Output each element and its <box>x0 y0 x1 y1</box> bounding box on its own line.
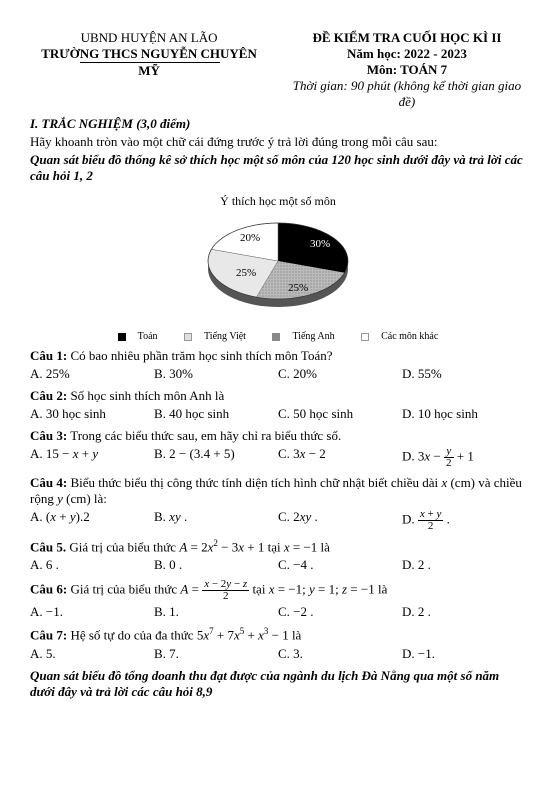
school-year: Năm học: 2022 - 2023 <box>288 46 526 62</box>
duration: Thời gian: 90 phút (không kể thời gian g… <box>288 78 526 110</box>
section-1-title: I. TRẮC NGHIỆM (3,0 điểm) <box>30 116 526 132</box>
option: C. −2 . <box>278 604 402 620</box>
question-head: Câu 4: Biểu thức biểu thị công thức tính… <box>30 475 526 507</box>
questions-list: Câu 1: Có bao nhiêu phần trăm học sinh t… <box>30 348 526 662</box>
question-head: Câu 5. Giá trị của biểu thức A = 2x2 − 3… <box>30 538 526 555</box>
options-row: A. 6 .B. 0 .C. −4 .D. 2 . <box>30 557 526 573</box>
question-head: Câu 2: Số học sinh thích môn Anh là <box>30 388 526 404</box>
legend-item: Tiếng Việt <box>178 331 252 342</box>
question-head: Câu 7: Hệ số tự do của đa thức 5x7 + 7x5… <box>30 626 526 643</box>
option: A. −1. <box>30 604 154 620</box>
legend-item: Toán <box>112 331 164 342</box>
options-row: A. 5.B. 7.C. 3.D. −1. <box>30 646 526 662</box>
option: B. 1. <box>154 604 278 620</box>
exam-title: ĐỀ KIỂM TRA CUỐI HỌC KÌ II <box>288 30 526 46</box>
options-row: A. 15 − x + yB. 2 − (3.4 + 5)C. 3x − 2D.… <box>30 446 526 469</box>
header-left: UBND HUYỆN AN LÃO TRƯỜNG THCS NGUYỄN CHU… <box>30 30 268 110</box>
chart-title: Ý thích học một số môn <box>30 194 526 209</box>
option: A. 6 . <box>30 557 154 573</box>
option: D. 10 học sinh <box>402 406 526 422</box>
option: B. 2 − (3.4 + 5) <box>154 446 278 469</box>
options-row: A. −1.B. 1.C. −2 .D. 2 . <box>30 604 526 620</box>
option: D. −1. <box>402 646 526 662</box>
question-head: Câu 6: Giá trị của biểu thức A = x − 2y … <box>30 579 526 602</box>
question-head: Câu 1: Có bao nhiêu phần trăm học sinh t… <box>30 348 526 364</box>
question: Câu 2: Số học sinh thích môn Anh là A. 30… <box>30 388 526 422</box>
question: Câu 7: Hệ số tự do của đa thức 5x7 + 7x5… <box>30 626 526 661</box>
option: A. 5. <box>30 646 154 662</box>
option: B. 7. <box>154 646 278 662</box>
svg-text:25%: 25% <box>236 267 256 279</box>
question: Câu 3: Trong các biểu thức sau, em hãy c… <box>30 428 526 469</box>
authority-line: UBND HUYỆN AN LÃO <box>30 30 268 46</box>
school-name: TRƯỜNG THCS NGUYỄN CHUYÊN MỸ <box>30 46 268 79</box>
option: D. x + y2 . <box>402 509 526 532</box>
option: B. xy . <box>154 509 278 532</box>
question: Câu 5. Giá trị của biểu thức A = 2x2 − 3… <box>30 538 526 573</box>
swatch-icon <box>118 333 126 341</box>
option: C. 20% <box>278 366 402 382</box>
svg-text:30%: 30% <box>310 238 330 250</box>
option: A. 30 học sinh <box>30 406 154 422</box>
legend-item: Tiếng Anh <box>266 331 340 342</box>
subject: Môn: TOÁN 7 <box>288 62 526 78</box>
option: D. 55% <box>402 366 526 382</box>
question: Câu 6: Giá trị của biểu thức A = x − 2y … <box>30 579 526 620</box>
document-header: UBND HUYỆN AN LÃO TRƯỜNG THCS NGUYỄN CHU… <box>30 30 526 110</box>
options-row: A. 30 học sinhB. 40 học sinhC. 50 học si… <box>30 406 526 422</box>
question: Câu 4: Biểu thức biểu thị công thức tính… <box>30 475 526 532</box>
legend-item: Các môn khác <box>355 331 444 342</box>
option: B. 40 học sinh <box>154 406 278 422</box>
option: B. 30% <box>154 366 278 382</box>
svg-text:20%: 20% <box>240 232 260 244</box>
swatch-icon <box>184 333 192 341</box>
chart-legend: Toán Tiếng Việt Tiếng Anh Các môn khác <box>30 331 526 342</box>
question: Câu 1: Có bao nhiêu phần trăm học sinh t… <box>30 348 526 382</box>
option: A. (x + y).2 <box>30 509 154 532</box>
svg-text:25%: 25% <box>288 282 308 294</box>
pie-chart-container: Ý thích học một số môn 30% 2 <box>30 194 526 342</box>
option: C. 3x − 2 <box>278 446 402 469</box>
section-1-instruction: Hãy khoanh tròn vào một chữ cái đứng trư… <box>30 134 526 150</box>
swatch-icon <box>361 333 369 341</box>
option: C. −4 . <box>278 557 402 573</box>
swatch-icon <box>272 333 280 341</box>
option: D. 3x − y2 + 1 <box>402 446 526 469</box>
option: D. 2 . <box>402 604 526 620</box>
option: A. 25% <box>30 366 154 382</box>
pie-chart: 30% 25% 25% 20% <box>178 211 378 311</box>
option: A. 15 − x + y <box>30 446 154 469</box>
option: D. 2 . <box>402 557 526 573</box>
option: C. 50 học sinh <box>278 406 402 422</box>
observe-instruction: Quan sát biểu đồ thống kê sở thích học m… <box>30 152 526 184</box>
option: C. 2xy . <box>278 509 402 532</box>
footer-observe-instruction: Quan sát biểu đồ tổng doanh thu đạt được… <box>30 668 526 700</box>
option: C. 3. <box>278 646 402 662</box>
option: B. 0 . <box>154 557 278 573</box>
options-row: A. 25%B. 30%C. 20%D. 55% <box>30 366 526 382</box>
question-head: Câu 3: Trong các biểu thức sau, em hãy c… <box>30 428 526 444</box>
header-right: ĐỀ KIỂM TRA CUỐI HỌC KÌ II Năm học: 2022… <box>288 30 526 110</box>
options-row: A. (x + y).2B. xy .C. 2xy .D. x + y2 . <box>30 509 526 532</box>
